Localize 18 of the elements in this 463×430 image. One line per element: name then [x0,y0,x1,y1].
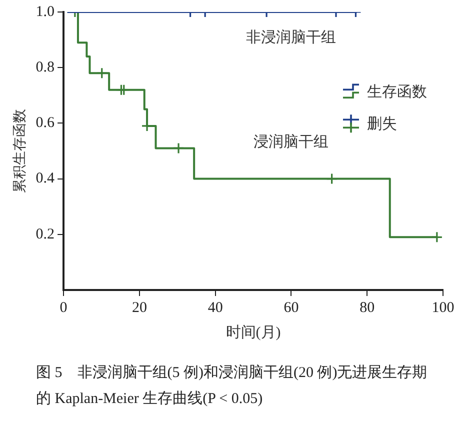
x-axis-title: 时间(月) [226,324,281,341]
y-tick-label: 0.2 [36,226,55,242]
annotation: 浸润脑干组 [254,134,329,151]
y-tick-label: 0.8 [36,60,55,76]
caption: 图 5 非浸润脑干组(5 例)和浸润脑干组(20 例)无进展生存期的 Kaplan-Meier 生存曲线(P < 0.05) [36,364,428,409]
y-tick-label: 0.6 [36,115,56,132]
annotation: 非浸润脑干组 [246,28,336,46]
x-tick-label: 20 [132,300,147,316]
y-tick-label: 1.0 [36,4,55,20]
legend-label: 删失 [367,116,397,133]
x-tick-label: 40 [208,300,223,316]
x-tick-label: 60 [284,300,299,316]
x-tick-label: 0 [60,300,68,316]
legend-label: 生存函数 [367,84,427,101]
x-tick-label: 80 [360,300,375,316]
y-axis-title: 累积生存函数 [12,109,28,193]
y-tick-label: 0.4 [36,170,56,187]
x-tick-label: 100 [432,300,454,316]
